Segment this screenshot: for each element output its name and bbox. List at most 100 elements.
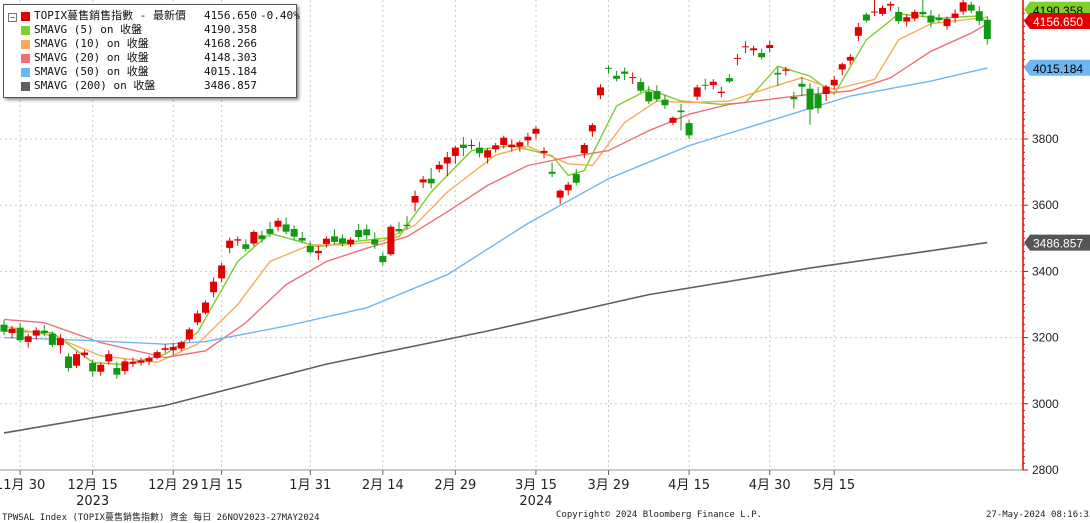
candle-body [371, 239, 379, 245]
candle-body [790, 96, 798, 100]
candle-body [451, 147, 459, 156]
candle-body [919, 11, 927, 15]
legend-swatch [21, 68, 30, 77]
candle-body [870, 11, 878, 13]
candle-body [766, 45, 774, 48]
candle-body [40, 330, 48, 334]
price-tag-label: 4156.650 [1033, 15, 1083, 29]
candle-body [161, 348, 169, 350]
legend-name: SMAVG (20) on 收盤 [34, 51, 149, 64]
candle-body [185, 329, 193, 340]
candle-body [226, 240, 234, 248]
x-tick-label: 1月 15 [201, 478, 243, 493]
x-tick-label: 5月 15 [813, 478, 855, 493]
y-tick-label: 3200 [1032, 331, 1059, 345]
candle-body [951, 13, 959, 18]
legend-swatch [21, 54, 30, 63]
candle-body [782, 69, 790, 71]
candle-body [758, 52, 766, 58]
candle-body [97, 364, 105, 372]
candle-body [572, 174, 580, 183]
candle-body [798, 83, 806, 87]
candle-body [476, 147, 484, 154]
legend-value: 4156.650 [204, 9, 257, 22]
candle-body [532, 128, 540, 134]
candle-body [105, 354, 113, 362]
candle-body [806, 88, 814, 110]
candle-body [645, 91, 653, 102]
candle-body [484, 150, 492, 158]
y-tick-label: 3600 [1032, 198, 1059, 212]
candle-body [637, 82, 645, 91]
legend-row-price: − TOPIX蔓售銷售指數 - 最新價 4156.650 -0.40% [4, 9, 300, 23]
legend-name: TOPIX蔓售銷售指數 - 最新價 [34, 9, 186, 22]
sma10-line [3, 16, 988, 364]
candle-body [427, 178, 435, 184]
x-tick-label: 3月 29 [588, 478, 630, 493]
candle-body [548, 171, 556, 174]
candle-body [322, 238, 330, 244]
candle-body [556, 190, 564, 198]
sma200-line [3, 241, 988, 434]
candle-body [298, 237, 306, 241]
candle-body [56, 338, 64, 346]
candle-body [129, 361, 137, 364]
y-tick-label: 3000 [1032, 397, 1059, 411]
candle-body [234, 239, 242, 241]
candle-body [661, 99, 669, 106]
candle-body [911, 11, 919, 19]
candle-body [492, 145, 500, 150]
candle-body [717, 91, 725, 94]
candle-body [73, 354, 81, 366]
candle-body [774, 72, 782, 75]
candle-body [363, 229, 371, 236]
candle-body [274, 220, 282, 227]
x-year-label: 2023 [76, 494, 109, 509]
candle-body [258, 235, 266, 240]
price-tag-label: 4015.184 [1033, 62, 1083, 76]
legend-swatch [21, 40, 30, 49]
candle-body [943, 18, 951, 27]
candle-body [314, 250, 322, 254]
candle-body [266, 229, 274, 234]
candle-body [701, 84, 709, 86]
candle-body [693, 87, 701, 97]
candle-body [975, 11, 983, 21]
candle-body [564, 184, 572, 191]
price-tag [1024, 234, 1090, 251]
candle-body [846, 56, 854, 61]
candle-body [887, 3, 895, 6]
candle-body [169, 346, 177, 351]
legend-value: 3486.857 [204, 79, 257, 92]
footer-timestamp: 27-May-2024 08:16:35 [986, 510, 1090, 520]
x-tick-label: 3月 15 [515, 478, 557, 493]
sma50-line [3, 67, 988, 345]
price-tag [1024, 12, 1090, 29]
x-tick-label: 12月 15 [68, 478, 118, 493]
candle-body [862, 14, 870, 21]
legend-row-sma10: SMAVG (10) on 收盤 4168.266 [4, 37, 296, 51]
legend-name: SMAVG (200) on 收盤 [34, 79, 156, 92]
candle-body [16, 327, 24, 341]
candle-body [467, 144, 475, 146]
candle-body [210, 281, 218, 293]
x-year-label: 2024 [519, 494, 552, 509]
candle-body [355, 230, 363, 237]
candle-body [113, 368, 121, 375]
legend-value: 4168.266 [204, 37, 257, 50]
collapse-icon[interactable]: − [8, 13, 17, 22]
candle-body [290, 229, 298, 237]
candle-body [540, 150, 548, 153]
candle-body [339, 238, 347, 244]
candle-body [81, 352, 89, 356]
price-tag [1024, 59, 1090, 76]
candle-body [709, 81, 717, 86]
x-tick-label: 4月 30 [749, 478, 791, 493]
legend-name: SMAVG (50) on 收盤 [34, 65, 149, 78]
candle-body [250, 232, 258, 244]
candle-body [24, 336, 32, 342]
candle-body [419, 179, 427, 183]
candle-body [613, 75, 621, 79]
candle-body [193, 313, 201, 323]
candle-body [927, 15, 935, 23]
